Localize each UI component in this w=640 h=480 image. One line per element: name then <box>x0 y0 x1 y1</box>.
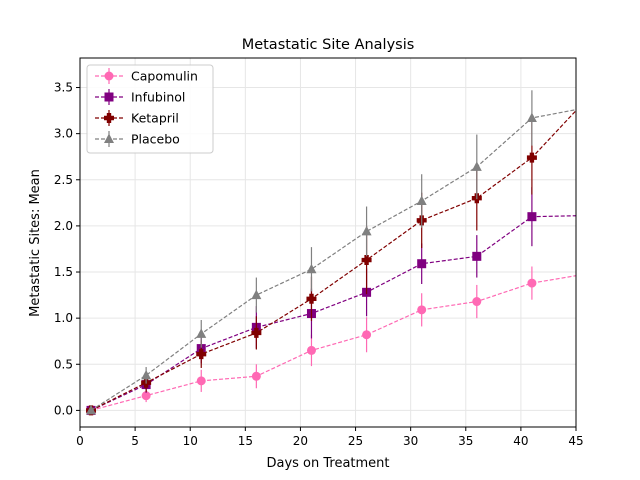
y-tick-label: 2.0 <box>54 219 73 233</box>
x-tick-label: 45 <box>568 434 583 448</box>
x-tick-label: 10 <box>183 434 198 448</box>
data-point <box>527 212 537 222</box>
series-line <box>90 110 577 411</box>
series-line <box>90 109 577 411</box>
legend-label: Capomulin <box>131 69 198 84</box>
data-point <box>251 327 262 338</box>
data-point <box>526 152 537 163</box>
data-point <box>196 376 206 386</box>
data-point <box>306 345 316 355</box>
data-point <box>196 349 207 360</box>
data-point <box>196 328 207 338</box>
y-tick-label: 1.0 <box>54 311 73 325</box>
series-line <box>90 215 577 411</box>
legend-item-ketapril: Ketapril <box>95 110 179 126</box>
x-tick-label: 25 <box>348 434 363 448</box>
y-axis-label: Metastatic Sites: Mean <box>28 169 43 317</box>
x-tick-label: 30 <box>403 434 418 448</box>
data-point <box>362 330 372 340</box>
data-point <box>416 195 427 205</box>
series-line <box>90 275 577 411</box>
y-axis: 0.0 0.5 1.0 1.5 2.0 2.5 3.0 3.5 <box>54 81 80 417</box>
series-layer <box>86 90 577 416</box>
data-point <box>251 371 261 381</box>
legend-marker <box>104 92 114 102</box>
y-tick-label: 0.5 <box>54 357 73 371</box>
legend-marker <box>104 71 114 81</box>
data-point <box>526 112 537 122</box>
series-placebo <box>86 90 577 415</box>
data-point <box>472 297 482 307</box>
data-point <box>251 289 262 300</box>
data-point <box>527 278 537 288</box>
x-tick-label: 0 <box>76 434 84 448</box>
x-axis: 0 5 10 15 20 25 30 35 40 45 <box>76 427 584 448</box>
legend-marker <box>104 133 114 143</box>
x-tick-label: 15 <box>238 434 253 448</box>
data-point <box>471 161 482 171</box>
y-tick-label: 3.0 <box>54 127 73 141</box>
y-tick-label: 1.5 <box>54 265 73 279</box>
legend: Capomulin Infubinol Ketapril Placebo <box>86 64 214 154</box>
plot-frame <box>79 57 577 428</box>
y-tick-label: 2.5 <box>54 173 73 187</box>
x-tick-label: 5 <box>131 434 139 448</box>
legend-label: Ketapril <box>131 111 179 126</box>
data-point <box>417 259 427 269</box>
x-tick-label: 40 <box>513 434 528 448</box>
data-point <box>417 305 427 315</box>
legend-item-placebo: Placebo <box>95 131 180 147</box>
legend-marker <box>104 113 114 123</box>
legend-item-capomulin: Capomulin <box>95 68 198 84</box>
legend-label: Placebo <box>131 132 180 147</box>
legend-box <box>86 64 214 154</box>
data-point <box>472 251 482 261</box>
x-tick-label: 35 <box>458 434 473 448</box>
data-point <box>306 263 317 274</box>
legend-item-infubinol: Infubinol <box>95 89 185 105</box>
data-point <box>86 404 97 415</box>
data-point <box>141 391 151 401</box>
y-tick-label: 0.0 <box>54 403 73 417</box>
x-tick-label: 20 <box>293 434 308 448</box>
chart-title: Metastatic Site Analysis <box>242 37 415 53</box>
data-point <box>361 255 372 266</box>
data-point <box>361 225 372 236</box>
data-point <box>141 369 152 380</box>
y-tick-label: 3.5 <box>54 81 73 95</box>
data-point <box>306 293 317 304</box>
x-axis-label: Days on Treatment <box>266 456 389 471</box>
legend-label: Infubinol <box>131 90 185 105</box>
